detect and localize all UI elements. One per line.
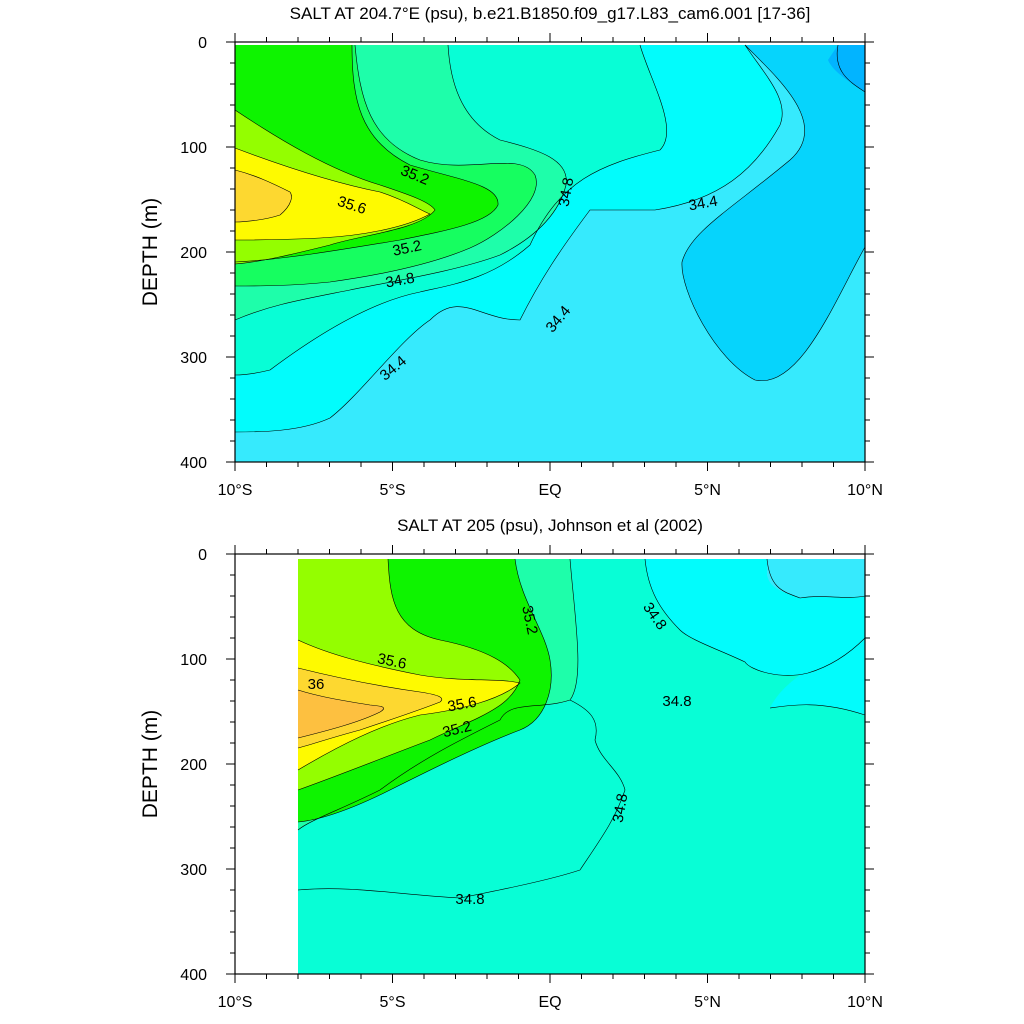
panel2-band-gt36.0 xyxy=(298,690,384,738)
x-tick-label: 5°N xyxy=(694,482,721,499)
x-tick-label: 10°N xyxy=(847,482,883,499)
x-tick-label: 10°S xyxy=(218,994,253,1011)
panel2-contour-fill xyxy=(298,559,865,974)
panel2-contour-34.8-deep xyxy=(297,699,626,899)
x-tick-label: 10°S xyxy=(218,482,253,499)
panel2-contour-34.6 xyxy=(766,558,866,599)
x-tick-label: 10°N xyxy=(847,994,883,1011)
contour-label: 36 xyxy=(308,676,325,693)
y-tick-label: 300 xyxy=(180,862,207,879)
contour-label: 35.6 xyxy=(376,650,408,673)
contour-label: 34.8 xyxy=(610,792,632,824)
contour-label: 35.6 xyxy=(446,694,478,716)
panel2-contour-35.2 xyxy=(297,558,552,823)
panel1-axes: 10°S 5°S EQ 5°N 10°N 0 100 200 300 400 xyxy=(180,33,883,499)
contour-label: 34.8 xyxy=(556,176,578,208)
panel1-contour-35.2 xyxy=(234,44,499,263)
panel1-band-34.0 xyxy=(681,45,865,381)
y-tick-label: 100 xyxy=(180,140,207,157)
y-tick-label: 100 xyxy=(180,652,207,669)
contour-label: 34.8 xyxy=(384,270,416,292)
x-tick-label: 5°N xyxy=(694,994,721,1011)
panel1-band-35.6 xyxy=(235,148,430,240)
panel2-contour-35.8 xyxy=(297,667,443,749)
panel1-contour-34.8 xyxy=(234,44,567,321)
contour-label: 34.4 xyxy=(687,193,719,215)
panel2-axes: 10°S 5°S EQ 5°N 10°N 0 100 200 300 400 xyxy=(180,545,883,1011)
panel2-contour-35.6 xyxy=(297,639,521,771)
x-tick-label: EQ xyxy=(538,482,561,499)
x-tick-label: EQ xyxy=(538,994,561,1011)
y-tick-label: 300 xyxy=(180,350,207,367)
panel2-band-34.4 xyxy=(767,559,865,598)
panel2-contour-lines xyxy=(297,558,866,899)
y-tick-label: 0 xyxy=(198,35,207,52)
panel1-contour-35.8 xyxy=(234,169,292,223)
panel1-title: SALT AT 204.7°E (psu), b.e21.B1850.f09_g… xyxy=(290,4,811,23)
panel1-ylabel: DEPTH (m) xyxy=(139,198,162,307)
y-tick-label: 200 xyxy=(180,245,207,262)
panel2-contour-35.4 xyxy=(297,558,521,791)
panel-observations: SALT AT 205 (psu), Johnson et al (2002) xyxy=(139,516,883,1011)
y-tick-label: 400 xyxy=(180,967,207,984)
panel2-band-34.6 xyxy=(645,559,865,715)
x-tick-label: 5°S xyxy=(380,482,406,499)
panel2-contour-35.0 xyxy=(297,558,579,831)
panel2-contour-34.8a xyxy=(644,558,866,676)
panel1-band-gt35.8 xyxy=(235,170,292,222)
panel1-contour-35.4 xyxy=(234,109,436,265)
panel2-contour-36.0 xyxy=(297,689,384,739)
y-tick-label: 400 xyxy=(180,455,207,472)
panel2-contour-34.8b xyxy=(769,704,866,716)
panel1-contour-34.2 xyxy=(681,44,866,382)
panel-model: SALT AT 204.7°E (psu), b.e21.B1850.f09_g… xyxy=(139,4,883,499)
panel2-title: SALT AT 205 (psu), Johnson et al (2002) xyxy=(397,516,703,535)
contour-label: 35.2 xyxy=(518,604,541,636)
y-tick-label: 200 xyxy=(180,757,207,774)
panel1-contour-34.6 xyxy=(234,44,668,376)
contour-label: 34.8 xyxy=(662,693,691,710)
contour-label: 35.2 xyxy=(441,718,473,742)
panel1-contour-fill xyxy=(235,45,865,462)
panel1-contour-35.0 xyxy=(234,44,537,287)
y-tick-label: 0 xyxy=(198,547,207,564)
x-tick-label: 5°S xyxy=(380,994,406,1011)
panel2-ylabel: DEPTH (m) xyxy=(139,710,162,819)
panel1-contour-34.4 xyxy=(234,44,783,433)
panel1-contour-35.6 xyxy=(234,147,431,241)
contour-label: 35.2 xyxy=(391,237,423,260)
panel1-contour-34.0 xyxy=(836,44,866,93)
panel1-contour-lines xyxy=(234,44,866,433)
contour-label: 34.8 xyxy=(455,891,484,908)
